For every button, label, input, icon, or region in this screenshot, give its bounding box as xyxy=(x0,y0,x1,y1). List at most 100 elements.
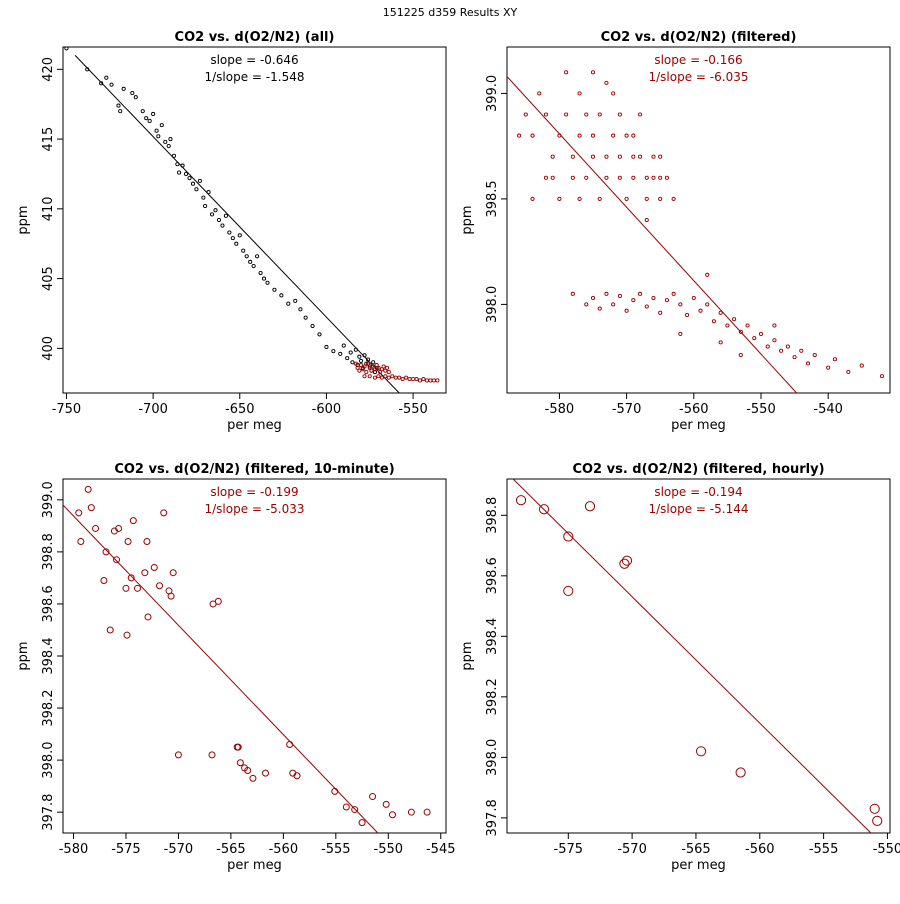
series-hourly xyxy=(515,495,883,826)
y-tick-label: 400 xyxy=(41,336,56,361)
data-point xyxy=(685,312,690,317)
data-point xyxy=(216,217,222,223)
y-tick-label: 398.0 xyxy=(485,739,500,776)
data-point xyxy=(597,112,602,117)
data-point xyxy=(530,133,535,138)
data-point xyxy=(144,613,152,621)
series-all xyxy=(64,47,379,375)
data-point xyxy=(543,112,549,117)
data-point xyxy=(590,70,596,75)
x-tick-label: -750 xyxy=(52,402,82,417)
data-point xyxy=(129,517,137,525)
data-point xyxy=(537,91,542,96)
data-point xyxy=(134,584,142,592)
data-point xyxy=(201,195,206,200)
data-point xyxy=(244,767,252,775)
data-point xyxy=(160,509,168,517)
data-point xyxy=(604,154,609,159)
data-point xyxy=(658,196,663,201)
data-point xyxy=(371,364,376,369)
data-point xyxy=(75,509,83,517)
data-point xyxy=(338,351,343,356)
data-point xyxy=(102,548,110,556)
data-point xyxy=(258,270,263,276)
y-tick-label: 399.0 xyxy=(485,75,500,112)
data-point xyxy=(705,272,710,277)
x-tick-label: -570 xyxy=(612,402,642,417)
data-point xyxy=(772,338,777,343)
data-point xyxy=(159,123,164,128)
data-point xyxy=(220,223,225,228)
regression-line xyxy=(507,76,797,393)
x-tick-label: -565 xyxy=(681,842,711,857)
data-point xyxy=(124,537,132,545)
data-point xyxy=(879,374,884,379)
data-point xyxy=(230,236,235,241)
data-point xyxy=(84,485,92,493)
data-point xyxy=(357,368,362,373)
data-point xyxy=(234,743,242,751)
data-point xyxy=(619,558,630,569)
data-point xyxy=(237,233,242,238)
data-point xyxy=(249,774,257,782)
data-point xyxy=(381,364,386,369)
chart-title: CO2 vs. d(O2/N2) (filtered, hourly) xyxy=(572,462,824,477)
chart-title: CO2 vs. d(O2/N2) (filtered) xyxy=(601,30,797,45)
data-point xyxy=(584,112,589,117)
x-tick-label: -550 xyxy=(746,402,776,417)
x-tick-label: -560 xyxy=(269,842,299,857)
x-tick-label: -560 xyxy=(745,842,775,857)
data-point xyxy=(169,569,177,577)
data-point xyxy=(407,376,412,382)
data-point xyxy=(171,153,176,158)
data-point xyxy=(658,310,663,315)
data-point xyxy=(779,348,784,353)
data-point xyxy=(244,254,249,259)
data-point xyxy=(671,291,676,296)
data-point xyxy=(637,112,643,117)
data-point xyxy=(115,524,123,532)
data-point xyxy=(331,787,339,795)
data-point xyxy=(364,370,369,375)
data-point xyxy=(517,133,522,138)
data-point xyxy=(355,365,360,370)
data-point xyxy=(691,296,696,301)
data-point xyxy=(404,375,409,380)
data-point xyxy=(85,67,90,72)
data-point xyxy=(113,556,121,564)
data-point xyxy=(255,254,260,259)
data-point xyxy=(100,577,108,585)
data-point xyxy=(382,800,390,808)
data-point xyxy=(213,208,218,213)
data-point xyxy=(604,80,609,85)
data-point xyxy=(133,95,138,100)
data-point xyxy=(341,343,346,348)
x-axis-label: per meg xyxy=(227,858,282,873)
data-point xyxy=(367,374,372,379)
data-point xyxy=(826,365,831,370)
data-point xyxy=(577,91,582,96)
data-point xyxy=(116,103,121,108)
series-filtered xyxy=(517,70,884,379)
y-tick-label: 398.6 xyxy=(485,557,500,594)
x-axis-label: per meg xyxy=(671,418,726,433)
data-point xyxy=(678,302,683,307)
data-point xyxy=(362,374,367,379)
series-filtered xyxy=(353,361,440,383)
data-point xyxy=(590,133,596,138)
data-point xyxy=(624,308,629,313)
chart-panel-1: CO2 vs. d(O2/N2) (all) -750 -700 -650 -600 -5… xyxy=(16,30,447,433)
x-tick-label: -580 xyxy=(59,842,89,857)
data-point xyxy=(621,555,633,566)
data-point xyxy=(414,376,419,382)
data-point xyxy=(209,212,215,217)
data-point xyxy=(846,369,851,374)
data-point xyxy=(190,181,196,186)
data-point xyxy=(390,374,395,379)
data-point xyxy=(331,349,336,354)
data-point xyxy=(832,357,837,362)
data-point xyxy=(611,133,616,138)
data-point xyxy=(234,241,239,246)
x-tick-label: -540 xyxy=(813,402,843,417)
data-point xyxy=(651,154,656,159)
